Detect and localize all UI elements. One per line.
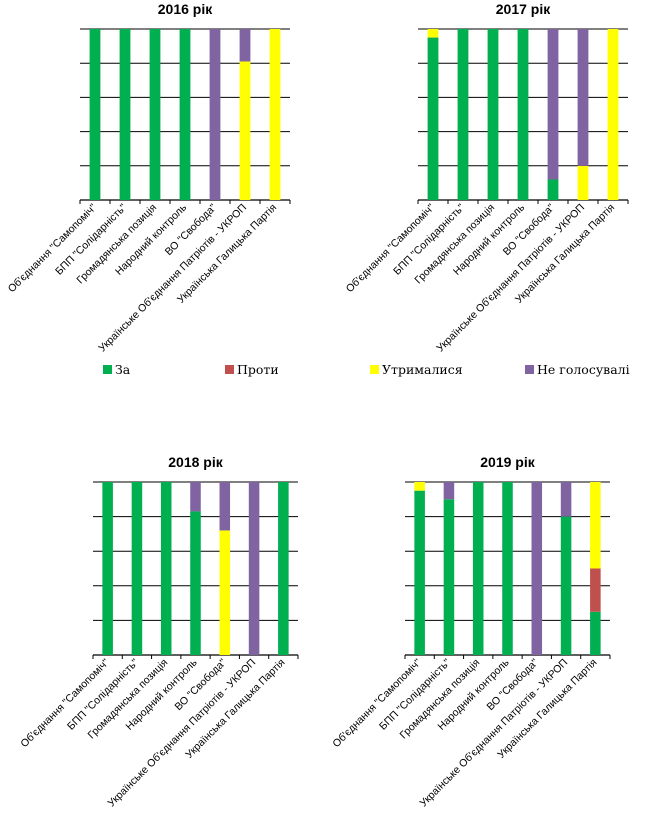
bar-segment-за-7 [590,611,601,655]
bar-segment-не-голосували-5 [209,29,221,200]
bar-segment-не-голосували-5 [219,482,231,531]
bar-segment-за-5 [547,179,559,200]
bar-segment-за-4 [517,29,529,200]
bar-segment-за-1 [427,37,439,200]
bar-segment-утрималися-6 [577,165,589,200]
bar-segment-за-2 [131,482,143,655]
bar-segment-утрималися-1 [427,29,439,38]
legend-swatch-проти [225,365,234,374]
legend-label-за: За [115,362,131,377]
bar-segment-проти-7 [590,568,601,612]
bar-segment-утрималися-6 [239,61,251,200]
bar-segment-не-голосували-6 [560,482,572,517]
bar-segment-не-голосували-6 [239,29,251,62]
bar-segment-за-4 [190,511,201,655]
bar-segment-не-голосували-5 [547,29,559,180]
bar-segment-за-2 [119,29,131,200]
bar-segment-за-3 [149,29,161,200]
legend-swatch-за [103,365,112,374]
bar-segment-не-голосували-2 [443,482,455,500]
bar-segment-за-7 [278,482,289,655]
bar-segment-утрималися-7 [590,482,601,569]
bar-segment-за-3 [472,482,484,655]
bar-segment-за-4 [179,29,191,200]
chart-title: 2018 рік [168,454,223,470]
bar-segment-не-голосували-5 [531,482,543,655]
bar-segment-утрималися-1 [414,482,425,491]
chart-title: 2017 рік [496,1,551,17]
bar-segment-за-4 [502,482,513,655]
legend-swatch-не-голосували [525,365,534,374]
bar-segment-за-1 [89,29,101,200]
bar-segment-за-2 [443,499,455,655]
bar-segment-за-1 [414,490,425,655]
chart-title: 2019 рік [480,454,535,470]
bar-segment-за-6 [560,516,572,655]
bar-segment-не-голосували-6 [577,29,589,166]
bar-segment-за-3 [487,29,499,200]
bar-segment-утрималися-7 [607,29,619,200]
bar-segment-утрималися-5 [219,530,231,655]
legend-swatch-утрималися [370,365,379,374]
bar-segment-за-2 [457,29,469,200]
bar-segment-не-голосували-6 [248,482,260,655]
legend: За Проти Утрималися Не голосувалі [103,362,630,377]
legend-label-утрималися: Утрималися [382,362,463,377]
bar-segment-за-3 [160,482,172,655]
legend-label-проти: Проти [237,362,279,377]
chart-title: 2016 рік [158,1,213,17]
legend-label-не-голосували: Не голосувалі [537,362,630,377]
bar-segment-утрималися-7 [269,29,281,200]
bar-segment-не-голосували-4 [190,482,201,512]
bar-segment-за-1 [102,482,113,655]
